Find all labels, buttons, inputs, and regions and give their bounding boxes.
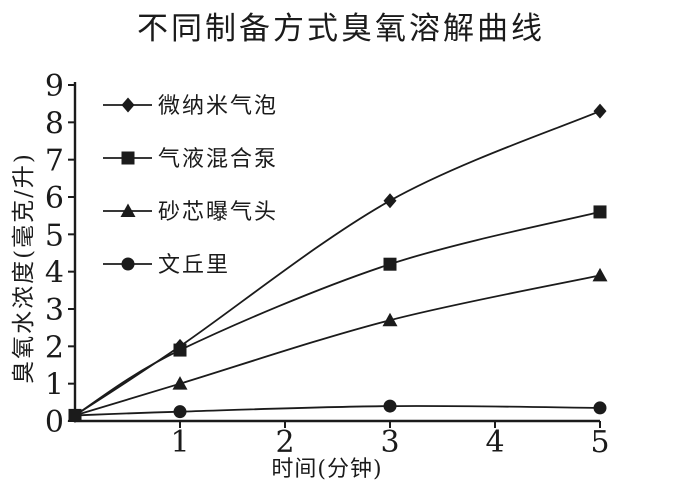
y-tick-label: 5 bbox=[45, 218, 64, 253]
data-point-circle bbox=[383, 399, 397, 413]
y-tick-label: 7 bbox=[45, 144, 64, 179]
data-point-triangle bbox=[592, 267, 608, 282]
axis-lines bbox=[73, 82, 600, 423]
data-point-square bbox=[383, 257, 397, 271]
x-tick-label: 4 bbox=[485, 425, 504, 460]
legend-label-0: 微纳米气泡 bbox=[158, 94, 278, 119]
x-tick-label: 2 bbox=[275, 425, 294, 460]
legend-marker-circle bbox=[121, 257, 135, 271]
data-point-circle bbox=[173, 405, 187, 419]
legend-label-2: 砂芯曝气头 bbox=[158, 200, 278, 225]
legend-marker-triangle bbox=[120, 203, 136, 217]
series-line-3 bbox=[74, 405, 601, 417]
data-point-triangle bbox=[172, 376, 188, 390]
x-tick-label: 5 bbox=[590, 425, 609, 460]
data-point-triangle bbox=[382, 312, 398, 327]
legend-label-1: 气液混合泵 bbox=[158, 147, 278, 172]
y-tick-label: 2 bbox=[45, 330, 64, 365]
data-point-square bbox=[593, 205, 607, 219]
x-axis-label: 时间(分钟) bbox=[271, 457, 383, 482]
y-tick-label: 6 bbox=[45, 181, 64, 216]
y-tick-label: 8 bbox=[45, 106, 64, 141]
legend-marker-diamond bbox=[121, 97, 135, 113]
y-tick-label: 0 bbox=[45, 405, 64, 440]
y-tick-label: 4 bbox=[45, 256, 64, 291]
legend-label-3: 文丘里 bbox=[158, 253, 230, 278]
y-tick-label: 3 bbox=[45, 293, 64, 328]
legend-marker-square bbox=[121, 151, 135, 165]
series-line-2 bbox=[74, 274, 601, 417]
data-point-square bbox=[173, 343, 187, 357]
data-point-diamond bbox=[383, 193, 397, 209]
x-tick-label: 1 bbox=[170, 425, 189, 460]
series-line-0 bbox=[74, 110, 601, 417]
y-tick-label: 9 bbox=[45, 69, 64, 104]
data-point-diamond bbox=[593, 103, 607, 119]
series-line-1 bbox=[74, 211, 601, 417]
data-point-circle bbox=[593, 401, 607, 415]
chart-title: 不同制备方式臭氧溶解曲线 bbox=[137, 11, 545, 47]
y-tick-label: 1 bbox=[45, 368, 64, 403]
x-tick-label: 3 bbox=[380, 425, 399, 460]
data-point-circle bbox=[68, 408, 82, 422]
